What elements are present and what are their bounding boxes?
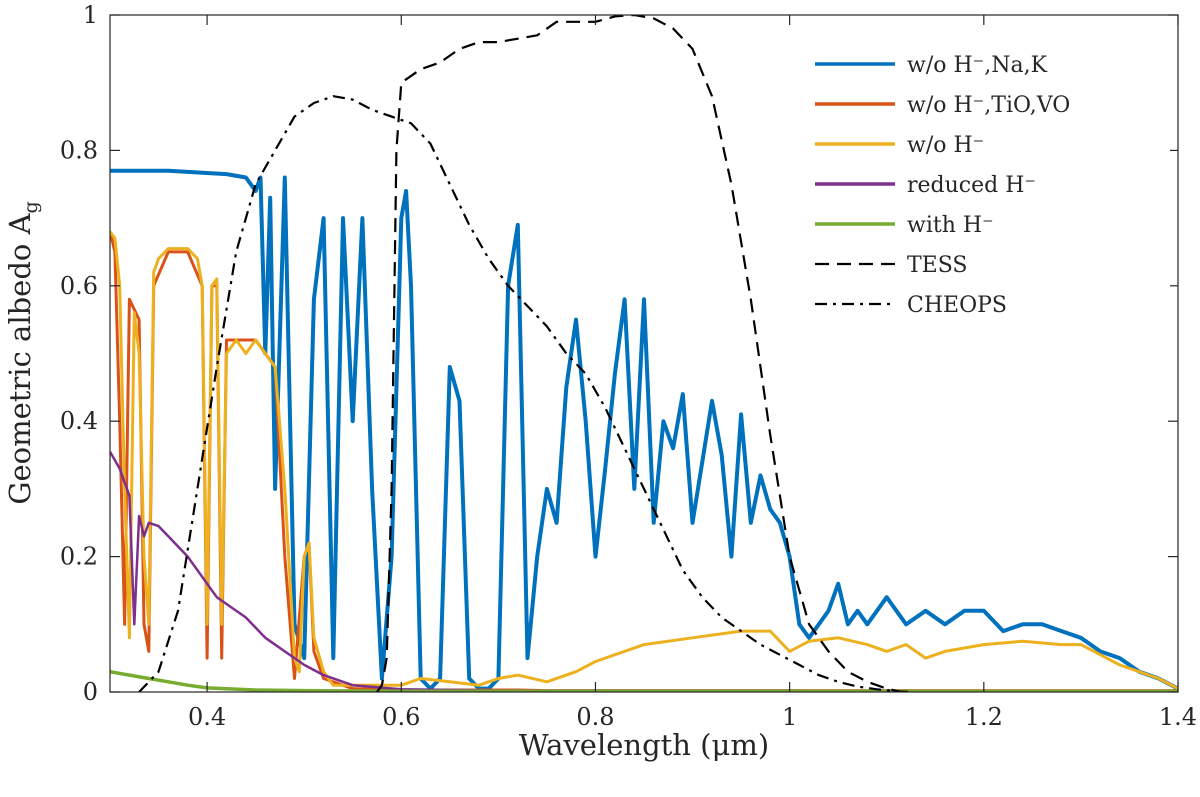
x-tick-label: 0.6 [382,703,420,731]
legend-label: CHEOPS [907,293,1007,318]
plot-frame [109,14,1179,693]
x-axis-label: Wavelength (μm) [519,728,769,762]
series-line [110,230,1178,690]
legend-label: reduced H⁻ [907,173,1036,198]
y-axis-label-sub: g [20,201,42,213]
legend-label: w/o H⁻,Na,K [907,53,1048,78]
y-tick-label: 0.6 [60,272,98,300]
series-line [376,15,902,692]
legend-label: with H⁻ [907,213,994,238]
legend-label: w/o H⁻,TiO,VO [907,93,1070,118]
y-axis-label-main: Geometric albedo A [3,212,37,504]
series-line [138,95,912,692]
x-tick-label: 1.4 [1159,703,1197,731]
x-tick-label: 0.4 [188,703,226,731]
y-tick-label: 1 [83,1,98,29]
series-layer [110,15,1178,692]
legend-label: TESS [907,253,968,278]
x-tick-label: 0.8 [576,703,614,731]
series-line [110,168,1178,691]
y-axis-label: Geometric albedo Ag [3,201,42,504]
legend-box [800,40,1170,332]
x-tick-label: 1 [782,703,797,731]
ticks-layer: 0.4 0.6 0.8 1 1.2 1.4 0 0.2 0.4 0.6 0.8 1 [60,1,1197,731]
y-tick-label: 0.4 [60,407,98,435]
y-tick-label: 0.2 [60,543,98,571]
legend: w/o H⁻,Na,K w/o H⁻,TiO,VO w/o H⁻ reduced H⁻… [800,40,1170,332]
y-tick-label: 0 [83,678,98,706]
x-tick-label: 1.2 [965,703,1003,731]
legend-label: w/o H⁻ [907,133,984,158]
y-tick-label: 0.8 [60,136,98,164]
